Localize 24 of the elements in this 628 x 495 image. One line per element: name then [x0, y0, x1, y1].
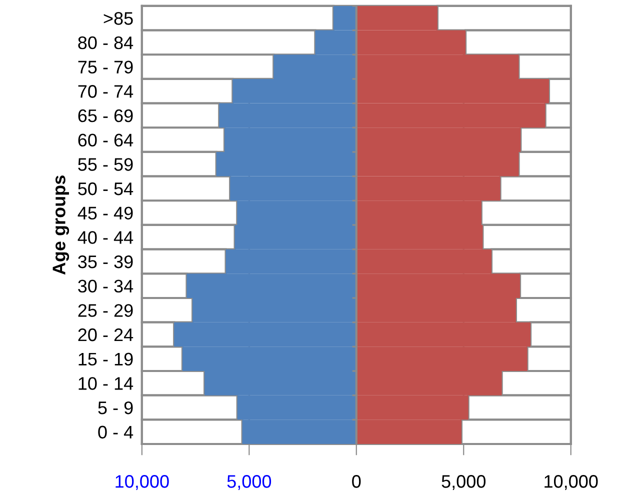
x-tick-label: 5,000 — [442, 475, 486, 490]
y-axis-title: Age groups — [52, 176, 70, 275]
x-tick-label: 5,000 — [227, 475, 272, 490]
y-tick-label: 10 - 14 — [78, 377, 134, 390]
y-tick-label: 35 - 39 — [78, 255, 133, 268]
y-tick-label: 0 - 4 — [98, 426, 134, 439]
y-tick-label: 5 - 9 — [98, 401, 133, 414]
x-tick-label: 10,000 — [116, 475, 169, 490]
y-tick-label: 55 - 59 — [78, 158, 133, 171]
y-tick-label: 70 - 74 — [78, 85, 134, 98]
x-tick-label: 0 — [352, 475, 361, 488]
y-tick-label: 60 - 64 — [78, 134, 134, 147]
y-tick-label: >85 — [104, 12, 133, 25]
y-tick-label: 40 - 44 — [78, 231, 134, 244]
y-tick-label: 15 - 19 — [78, 352, 133, 366]
x-tick-label: 10,000 — [544, 475, 598, 490]
y-tick-label: 80 - 84 — [78, 36, 134, 50]
y-tick-label: 50 - 54 — [78, 182, 134, 196]
y-tick-label: 65 - 69 — [78, 109, 133, 122]
y-tick-label: 20 - 24 — [78, 328, 134, 342]
y-tick-label: 45 - 49 — [78, 206, 133, 220]
y-tick-label: 25 - 29 — [78, 304, 133, 317]
y-tick-label: 30 - 34 — [78, 280, 134, 293]
y-tick-label: 75 - 79 — [78, 60, 133, 74]
